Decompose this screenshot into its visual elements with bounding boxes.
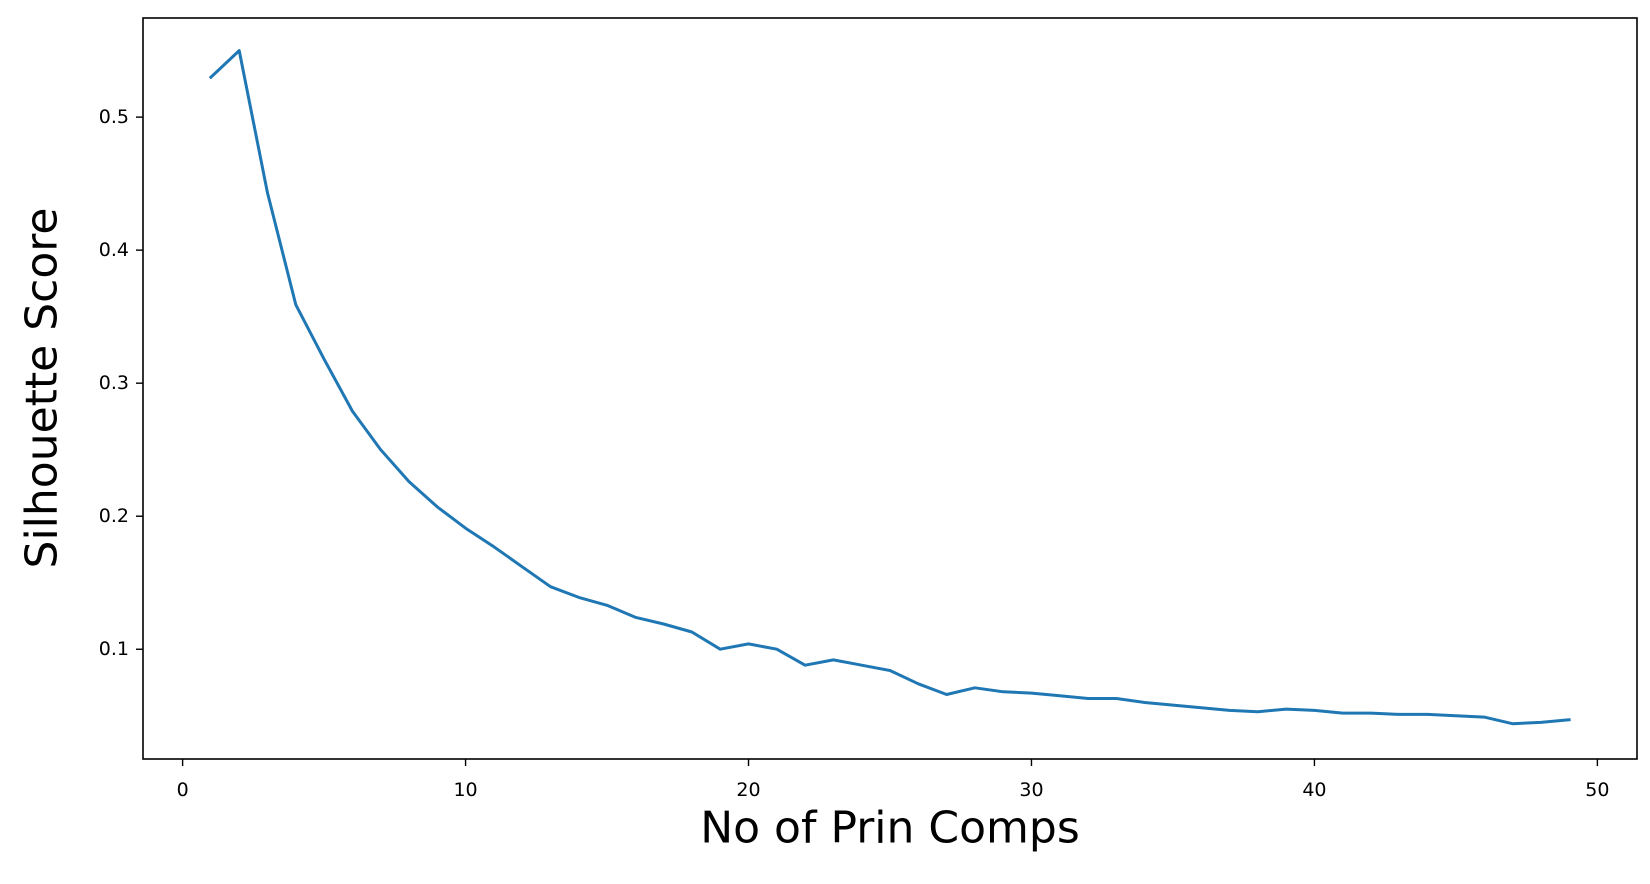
x-tick-label: 40 (1302, 779, 1326, 801)
x-tick-label: 10 (453, 779, 477, 801)
y-tick-label: 0.5 (99, 106, 129, 128)
series-layer (208, 49, 1571, 726)
y-axis: 0.1 0.2 0.3 0.4 0.5 (99, 106, 143, 660)
x-tick-label: 30 (1019, 779, 1043, 801)
plot-frame (142, 17, 1638, 760)
plot-area (143, 18, 1637, 759)
y-tick-label: 0.1 (99, 638, 129, 660)
y-tick-label: 0.2 (99, 505, 129, 527)
x-tick-label: 50 (1585, 779, 1609, 801)
x-tick-label: 20 (736, 779, 760, 801)
x-axis: 0 10 20 30 40 50 (177, 759, 1609, 801)
series-line (208, 49, 1571, 726)
x-axis-label: No of Prin Comps (700, 803, 1080, 854)
y-axis-label: Silhouette Score (17, 208, 68, 569)
y-tick-label: 0.4 (99, 239, 129, 261)
x-tick-label: 0 (177, 779, 189, 801)
y-tick-label: 0.3 (99, 372, 129, 394)
